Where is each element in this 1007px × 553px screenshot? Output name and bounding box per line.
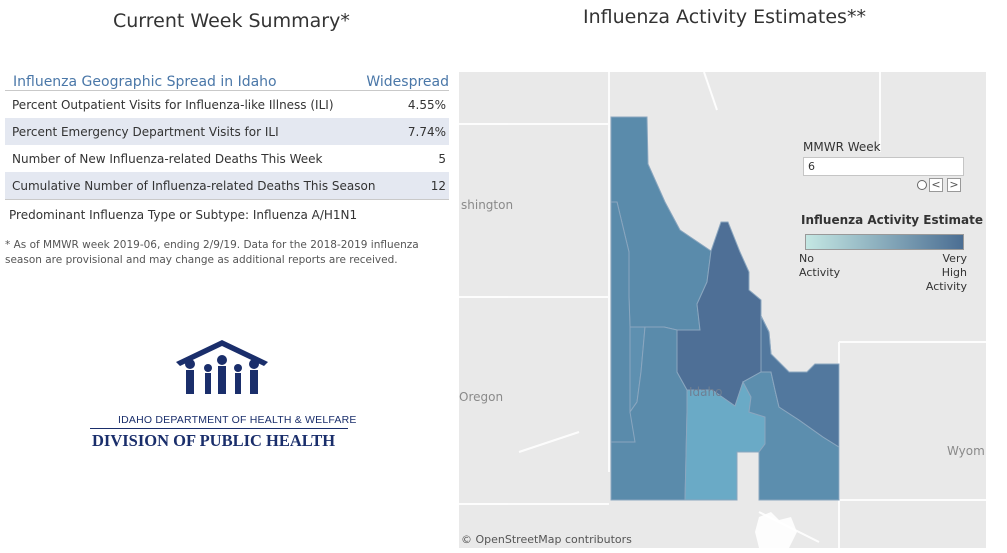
influenza-activity-map[interactable]: shington Oregon Idaho Wyom © OpenStreetM… — [459, 72, 986, 548]
row-label: Cumulative Number of Influenza-related D… — [12, 178, 376, 193]
map-title: Influenza Activity Estimates** — [583, 6, 866, 28]
logo-divider — [90, 428, 348, 429]
row-value: 12 — [430, 178, 446, 193]
legend-title: Influenza Activity Estimate — [801, 213, 983, 227]
map-label-idaho: Idaho — [689, 385, 723, 399]
summary-title: Current Week Summary* — [113, 10, 350, 32]
map-label-wyoming: Wyom — [947, 444, 985, 458]
legend-low-label: No Activity — [799, 252, 841, 279]
mmwr-next-button[interactable]: > — [947, 178, 961, 192]
map-label-washington: shington — [461, 198, 514, 212]
geographic-spread-label: Influenza Geographic Spread in Idaho — [13, 74, 277, 90]
row-value: 7.74% — [407, 124, 446, 139]
geographic-spread-value: Widespread — [366, 74, 449, 90]
legend-high-label: Very High Activity — [925, 252, 967, 293]
row-label: Number of New Influenza-related Deaths T… — [12, 151, 323, 166]
predominant-subtype: Predominant Influenza Type or Subtype: I… — [9, 208, 358, 222]
family-logo-icon — [176, 340, 268, 394]
row-label: Percent Emergency Department Visits for … — [12, 124, 279, 139]
row-label: Percent Outpatient Visits for Influenza-… — [12, 97, 334, 112]
row-value: 4.55% — [407, 97, 446, 112]
footnote: * As of MMWR week 2019-06, ending 2/9/19… — [5, 239, 419, 266]
mmwr-prev-button[interactable]: < — [929, 178, 943, 192]
logo-division-text: DIVISION OF PUBLIC HEALTH — [92, 431, 336, 450]
row-value: 5 — [438, 151, 446, 166]
map-canvas — [459, 72, 986, 548]
mmwr-slider-handle[interactable] — [917, 180, 927, 190]
current-week-summary-table: Influenza Geographic Spread in Idaho Wid… — [5, 70, 449, 230]
region-4-shape — [676, 221, 762, 407]
summary-row-outpatient-ili: Percent Outpatient Visits for Influenza-… — [5, 91, 449, 118]
mmwr-week-label: MMWR Week — [803, 140, 881, 154]
logo-department-text: IDAHO DEPARTMENT OF HEALTH & WELFARE — [118, 414, 357, 426]
summary-row-new-deaths: Number of New Influenza-related Deaths T… — [5, 145, 449, 172]
geographic-spread-header: Influenza Geographic Spread in Idaho Wid… — [5, 70, 449, 91]
map-attribution: © OpenStreetMap contributors — [461, 533, 632, 546]
map-label-oregon: Oregon — [459, 390, 504, 404]
mmwr-week-input[interactable]: 6 — [803, 157, 964, 176]
legend-color-scale — [805, 234, 964, 250]
summary-row-ed-ili: Percent Emergency Department Visits for … — [5, 118, 449, 145]
summary-row-cumulative-deaths: Cumulative Number of Influenza-related D… — [5, 172, 449, 200]
